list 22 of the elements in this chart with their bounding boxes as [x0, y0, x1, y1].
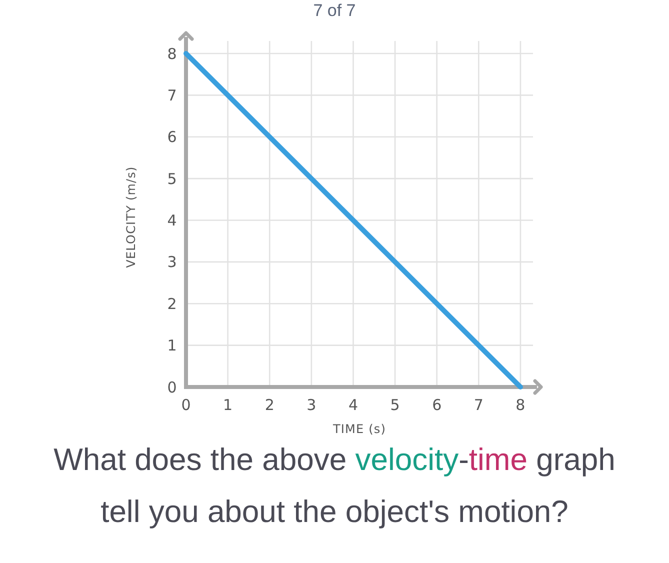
y-tick-label: 8 — [167, 44, 177, 63]
y-tick-label: 0 — [167, 378, 177, 396]
y-tick-label: 1 — [167, 336, 177, 355]
x-tick-label: 6 — [432, 396, 442, 414]
y-tick-label: 5 — [167, 170, 177, 188]
y-tick-label: 3 — [167, 253, 177, 272]
text: 7 of 7 — [313, 1, 356, 20]
y-axis-title: VELOCITY (m/s) — [124, 166, 138, 268]
y-tick-label: 7 — [167, 86, 177, 104]
x-tick-label: 7 — [474, 396, 484, 414]
x-tick-label: 4 — [348, 396, 358, 414]
x-tick-label: 0 — [181, 396, 191, 414]
y-tick-label: 2 — [167, 294, 177, 313]
x-tick-label: 1 — [223, 396, 233, 414]
y-tick-label: 6 — [167, 128, 177, 146]
x-axis-title: TIME (s) — [332, 422, 386, 436]
y-tick-label: 4 — [167, 212, 177, 230]
x-tick-label: 3 — [306, 396, 316, 414]
x-tick-label: 2 — [264, 396, 274, 414]
chart-title: What does the above velocity-time graph tell you about the object's motion? — [54, 442, 616, 529]
x-tick-label: 5 — [390, 396, 400, 414]
x-tick-label: 8 — [516, 396, 526, 414]
